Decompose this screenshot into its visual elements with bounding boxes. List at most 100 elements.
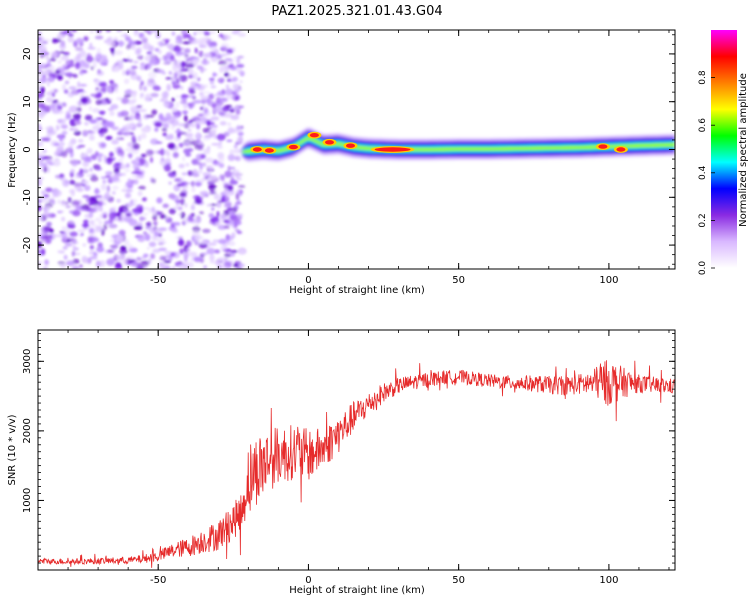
- noise-speckle: [193, 256, 202, 262]
- noise-speckle: [182, 41, 192, 45]
- noise-speckle: [42, 38, 51, 42]
- noise-speckle: [216, 210, 220, 218]
- noise-speckle: [197, 170, 203, 174]
- noise-speckle: [217, 224, 227, 230]
- noise-speckle: [192, 169, 198, 177]
- noise-speckle: [223, 112, 233, 118]
- noise-speckle: [150, 253, 156, 260]
- noise-speckle: [202, 228, 211, 233]
- noise-speckle: [230, 250, 238, 253]
- noise-speckle: [89, 167, 93, 172]
- noise-speckle: [233, 221, 242, 226]
- noise-speckle: [152, 214, 158, 221]
- noise-speckle: [223, 131, 230, 137]
- noise-speckle: [120, 110, 129, 117]
- noise-speckle: [165, 112, 172, 120]
- noise-speckle: [223, 204, 232, 209]
- noise-speckle: [154, 121, 163, 128]
- noise-speckle: [181, 110, 189, 114]
- noise-speckle: [81, 53, 86, 60]
- noise-speckle: [156, 197, 163, 204]
- noise-speckle: [182, 67, 186, 71]
- noise-speckle: [180, 182, 185, 187]
- x-tick-label: 100: [599, 575, 618, 586]
- noise-speckle: [131, 175, 137, 178]
- noise-speckle: [148, 241, 157, 247]
- noise-speckle: [41, 190, 46, 195]
- noise-speckle: [228, 64, 232, 68]
- noise-speckle: [200, 153, 206, 159]
- noise-speckle: [214, 93, 218, 97]
- noise-speckle: [135, 171, 143, 175]
- noise-speckle: [61, 102, 67, 107]
- noise-speckle: [218, 92, 222, 96]
- noise-speckle: [218, 33, 224, 38]
- noise-speckle: [82, 243, 87, 247]
- noise-speckle: [54, 89, 58, 93]
- noise-speckle: [224, 72, 229, 77]
- noise-speckle: [234, 68, 243, 71]
- noise-speckle: [98, 110, 106, 115]
- noise-speckle: [218, 238, 227, 245]
- noise-speckle: [170, 124, 176, 130]
- noise-speckle: [59, 31, 67, 35]
- noise-speckle: [84, 114, 93, 121]
- noise-speckle: [140, 260, 149, 267]
- noise-speckle: [125, 213, 132, 217]
- noise-speckle: [70, 138, 77, 145]
- noise-speckle: [100, 59, 105, 66]
- noise-speckle: [139, 157, 146, 165]
- noise-speckle: [121, 132, 128, 135]
- noise-speckle: [121, 97, 129, 105]
- noise-speckle: [114, 172, 123, 177]
- noise-speckle: [196, 65, 203, 70]
- noise-speckle: [183, 142, 189, 146]
- noise-speckle: [208, 184, 217, 189]
- noise-speckle: [171, 31, 176, 36]
- noise-speckle: [191, 158, 199, 165]
- noise-speckle: [132, 198, 138, 204]
- x-tick-label: 50: [452, 575, 465, 586]
- noise-speckle: [95, 87, 99, 91]
- noise-speckle: [100, 183, 107, 191]
- noise-speckle: [206, 39, 212, 46]
- noise-speckle: [105, 191, 110, 198]
- noise-speckle: [158, 233, 162, 238]
- noise-speckle: [188, 95, 196, 98]
- noise-speckle: [160, 157, 165, 162]
- noise-speckle: [142, 213, 149, 216]
- noise-speckle: [145, 221, 152, 227]
- noise-speckle: [199, 44, 208, 48]
- spectrogram-axes: -50 0 50 100 -20 -10 0 10 20: [22, 30, 675, 286]
- y-tick-label: 10: [22, 95, 33, 108]
- noise-speckle: [117, 111, 121, 118]
- noise-speckle: [101, 143, 106, 148]
- noise-speckle: [208, 77, 215, 82]
- noise-speckle: [162, 132, 167, 137]
- noise-speckle: [125, 122, 135, 130]
- noise-speckle: [43, 194, 50, 198]
- noise-speckle: [133, 225, 143, 230]
- noise-speckle: [38, 215, 43, 221]
- noise-speckle: [233, 148, 241, 154]
- noise-speckle: [238, 105, 245, 109]
- noise-speckle: [91, 237, 100, 243]
- noise-speckle: [158, 227, 168, 231]
- noise-speckle: [73, 241, 79, 244]
- noise-speckle: [194, 99, 202, 104]
- noise-speckle: [102, 214, 107, 219]
- noise-speckle: [239, 80, 243, 84]
- noise-speckle: [149, 226, 157, 234]
- noise-speckle: [178, 74, 188, 82]
- noise-speckle: [220, 244, 228, 252]
- noise-speckle: [61, 83, 67, 91]
- signal-band-layer: [242, 137, 675, 153]
- noise-speckle: [220, 42, 230, 50]
- noise-speckle: [40, 137, 47, 142]
- noise-speckle: [74, 120, 82, 125]
- noise-speckle: [177, 212, 182, 217]
- noise-speckle: [227, 241, 236, 247]
- noise-speckle: [137, 190, 143, 197]
- noise-speckle: [38, 157, 42, 163]
- x-tick-label: -50: [150, 275, 166, 286]
